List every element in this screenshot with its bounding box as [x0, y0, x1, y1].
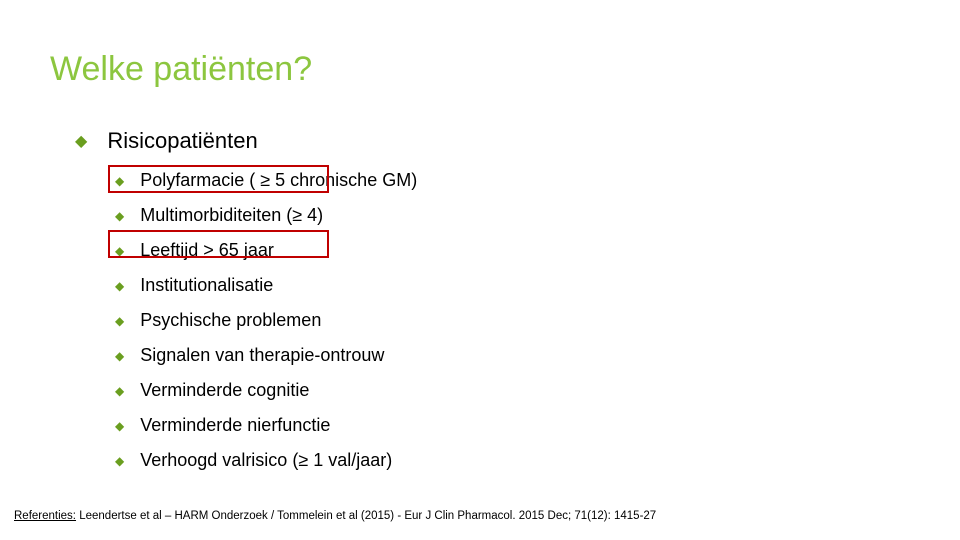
references-text: Leendertse et al – HARM Onderzoek / Tomm… — [76, 510, 656, 522]
list-item-text: Verhoogd valrisico (≥ 1 val/jaar) — [140, 450, 392, 471]
list-item-text: Psychische problemen — [140, 310, 321, 331]
diamond-bullet-icon: ◆ — [115, 314, 124, 328]
references-label: Referenties: — [14, 510, 76, 522]
list-item-text: Polyfarmacie ( ≥ 5 chronische GM) — [140, 170, 417, 191]
references: Referenties: Leendertse et al – HARM Ond… — [14, 510, 656, 522]
list-item: ◆ Verhoogd valrisico (≥ 1 val/jaar) — [115, 450, 417, 471]
list-item-text: Leeftijd > 65 jaar — [140, 240, 274, 261]
list-item-text: Signalen van therapie-ontrouw — [140, 345, 384, 366]
list-item-text: Institutionalisatie — [140, 275, 273, 296]
slide: Welke patiënten? ◆ Risicopatiënten ◆ Pol… — [0, 0, 960, 540]
content-area: ◆ Risicopatiënten ◆ Polyfarmacie ( ≥ 5 c… — [75, 128, 417, 485]
list-item-text: Multimorbiditeiten (≥ 4) — [140, 205, 323, 226]
list-item-text: Verminderde nierfunctie — [140, 415, 330, 436]
list-item: ◆ Multimorbiditeiten (≥ 4) — [115, 205, 417, 226]
diamond-bullet-icon: ◆ — [115, 174, 124, 188]
list-item-main-text: Risicopatiënten — [107, 128, 257, 154]
diamond-bullet-icon: ◆ — [115, 384, 124, 398]
list-item: ◆ Signalen van therapie-ontrouw — [115, 345, 417, 366]
diamond-bullet-icon: ◆ — [115, 349, 124, 363]
diamond-bullet-icon: ◆ — [115, 454, 124, 468]
diamond-bullet-icon: ◆ — [115, 279, 124, 293]
slide-title: Welke patiënten? — [50, 50, 312, 89]
diamond-bullet-icon: ◆ — [115, 209, 124, 223]
list-item: ◆ Institutionalisatie — [115, 275, 417, 296]
list-item-text: Verminderde cognitie — [140, 380, 309, 401]
list-item-main: ◆ Risicopatiënten — [75, 128, 417, 154]
list-item: ◆ Leeftijd > 65 jaar — [115, 240, 417, 261]
diamond-bullet-icon: ◆ — [115, 419, 124, 433]
diamond-bullet-icon: ◆ — [115, 244, 124, 258]
diamond-bullet-icon: ◆ — [75, 131, 87, 151]
list-item: ◆ Verminderde cognitie — [115, 380, 417, 401]
list-item: ◆ Psychische problemen — [115, 310, 417, 331]
list-item: ◆ Verminderde nierfunctie — [115, 415, 417, 436]
list-item: ◆ Polyfarmacie ( ≥ 5 chronische GM) — [115, 170, 417, 191]
